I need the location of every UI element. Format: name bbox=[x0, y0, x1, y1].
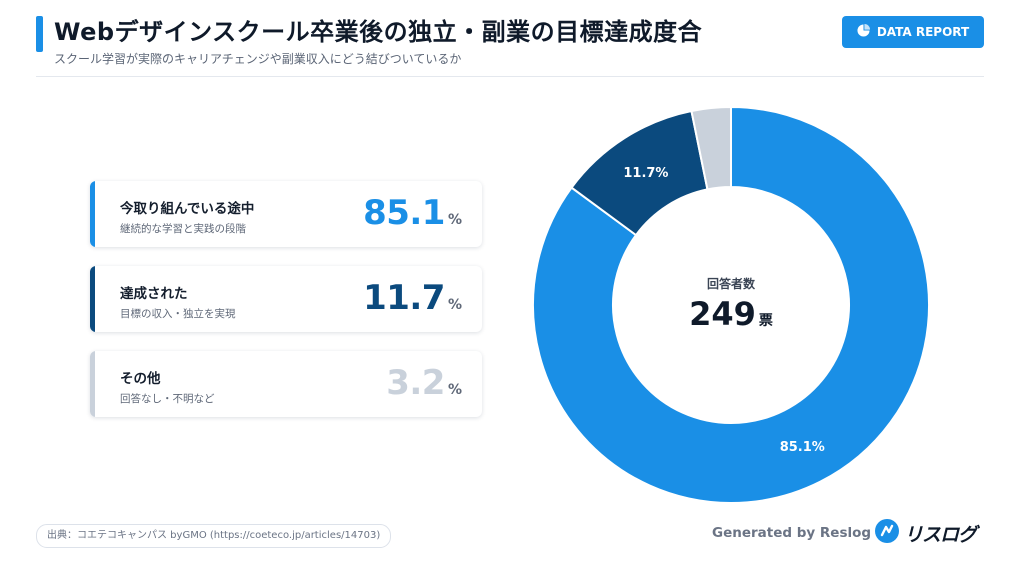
card-accent bbox=[90, 351, 95, 417]
card-in-progress: 今取り組んでいる途中 継続的な学習と実践の段階 85.1 % bbox=[90, 181, 482, 247]
donut-slice bbox=[690, 105, 732, 191]
card-accent bbox=[90, 266, 95, 332]
reslog-logo-text: リスログ bbox=[904, 523, 977, 546]
card-percent-unit: % bbox=[447, 382, 462, 398]
pie-chart-icon bbox=[857, 24, 870, 40]
donut-slice-label: 85.1% bbox=[780, 440, 825, 455]
card-percent-unit: % bbox=[447, 212, 462, 228]
center-label: 回答者数 bbox=[707, 276, 756, 291]
source-citation: 出典：コエテコキャンパス byGMO (https://coeteco.jp/a… bbox=[36, 524, 392, 548]
generated-by-label: Generated by Reslog bbox=[712, 525, 872, 541]
card-percent-unit: % bbox=[447, 297, 462, 313]
center-value: 249 bbox=[689, 295, 756, 333]
card-accent bbox=[90, 181, 95, 247]
card-percent: 3.2 bbox=[386, 363, 445, 403]
card-achieved: 達成された 目標の収入・独立を実現 11.7 % bbox=[90, 266, 482, 332]
center-value-group: 249 票 bbox=[689, 295, 773, 333]
card-description: 継続的な学習と実践の段階 bbox=[120, 223, 246, 235]
badge-label: DATA REPORT bbox=[876, 25, 970, 39]
page-title: Webデザインスクール卒業後の独立・副業の目標達成度合 bbox=[54, 18, 703, 46]
donut-slice-label: 11.7% bbox=[623, 166, 668, 181]
card-description: 目標の収入・独立を実現 bbox=[120, 308, 236, 320]
reslog-logo-icon bbox=[874, 518, 900, 548]
card-other: その他 回答なし・不明など 3.2 % bbox=[90, 351, 482, 417]
card-description: 回答なし・不明など bbox=[120, 393, 215, 405]
card-label: 達成された bbox=[120, 286, 188, 302]
page-subtitle: スクール学習が実際のキャリアチェンジや副業収入にどう結びついているか bbox=[54, 52, 462, 66]
card-label: 今取り組んでいる途中 bbox=[120, 201, 255, 217]
card-label: その他 bbox=[120, 371, 161, 387]
donut-slice bbox=[532, 105, 930, 504]
header-divider bbox=[36, 76, 984, 77]
reslog-logo: リスログ bbox=[874, 518, 977, 548]
data-report-badge[interactable]: DATA REPORT bbox=[842, 16, 984, 48]
card-percent: 85.1 bbox=[363, 193, 445, 233]
center-unit: 票 bbox=[759, 313, 773, 329]
card-percent: 11.7 bbox=[363, 278, 445, 318]
title-accent-bar bbox=[36, 16, 43, 52]
donut-chart: 85.1% 11.7% 回答者数 249 票 bbox=[532, 105, 930, 504]
